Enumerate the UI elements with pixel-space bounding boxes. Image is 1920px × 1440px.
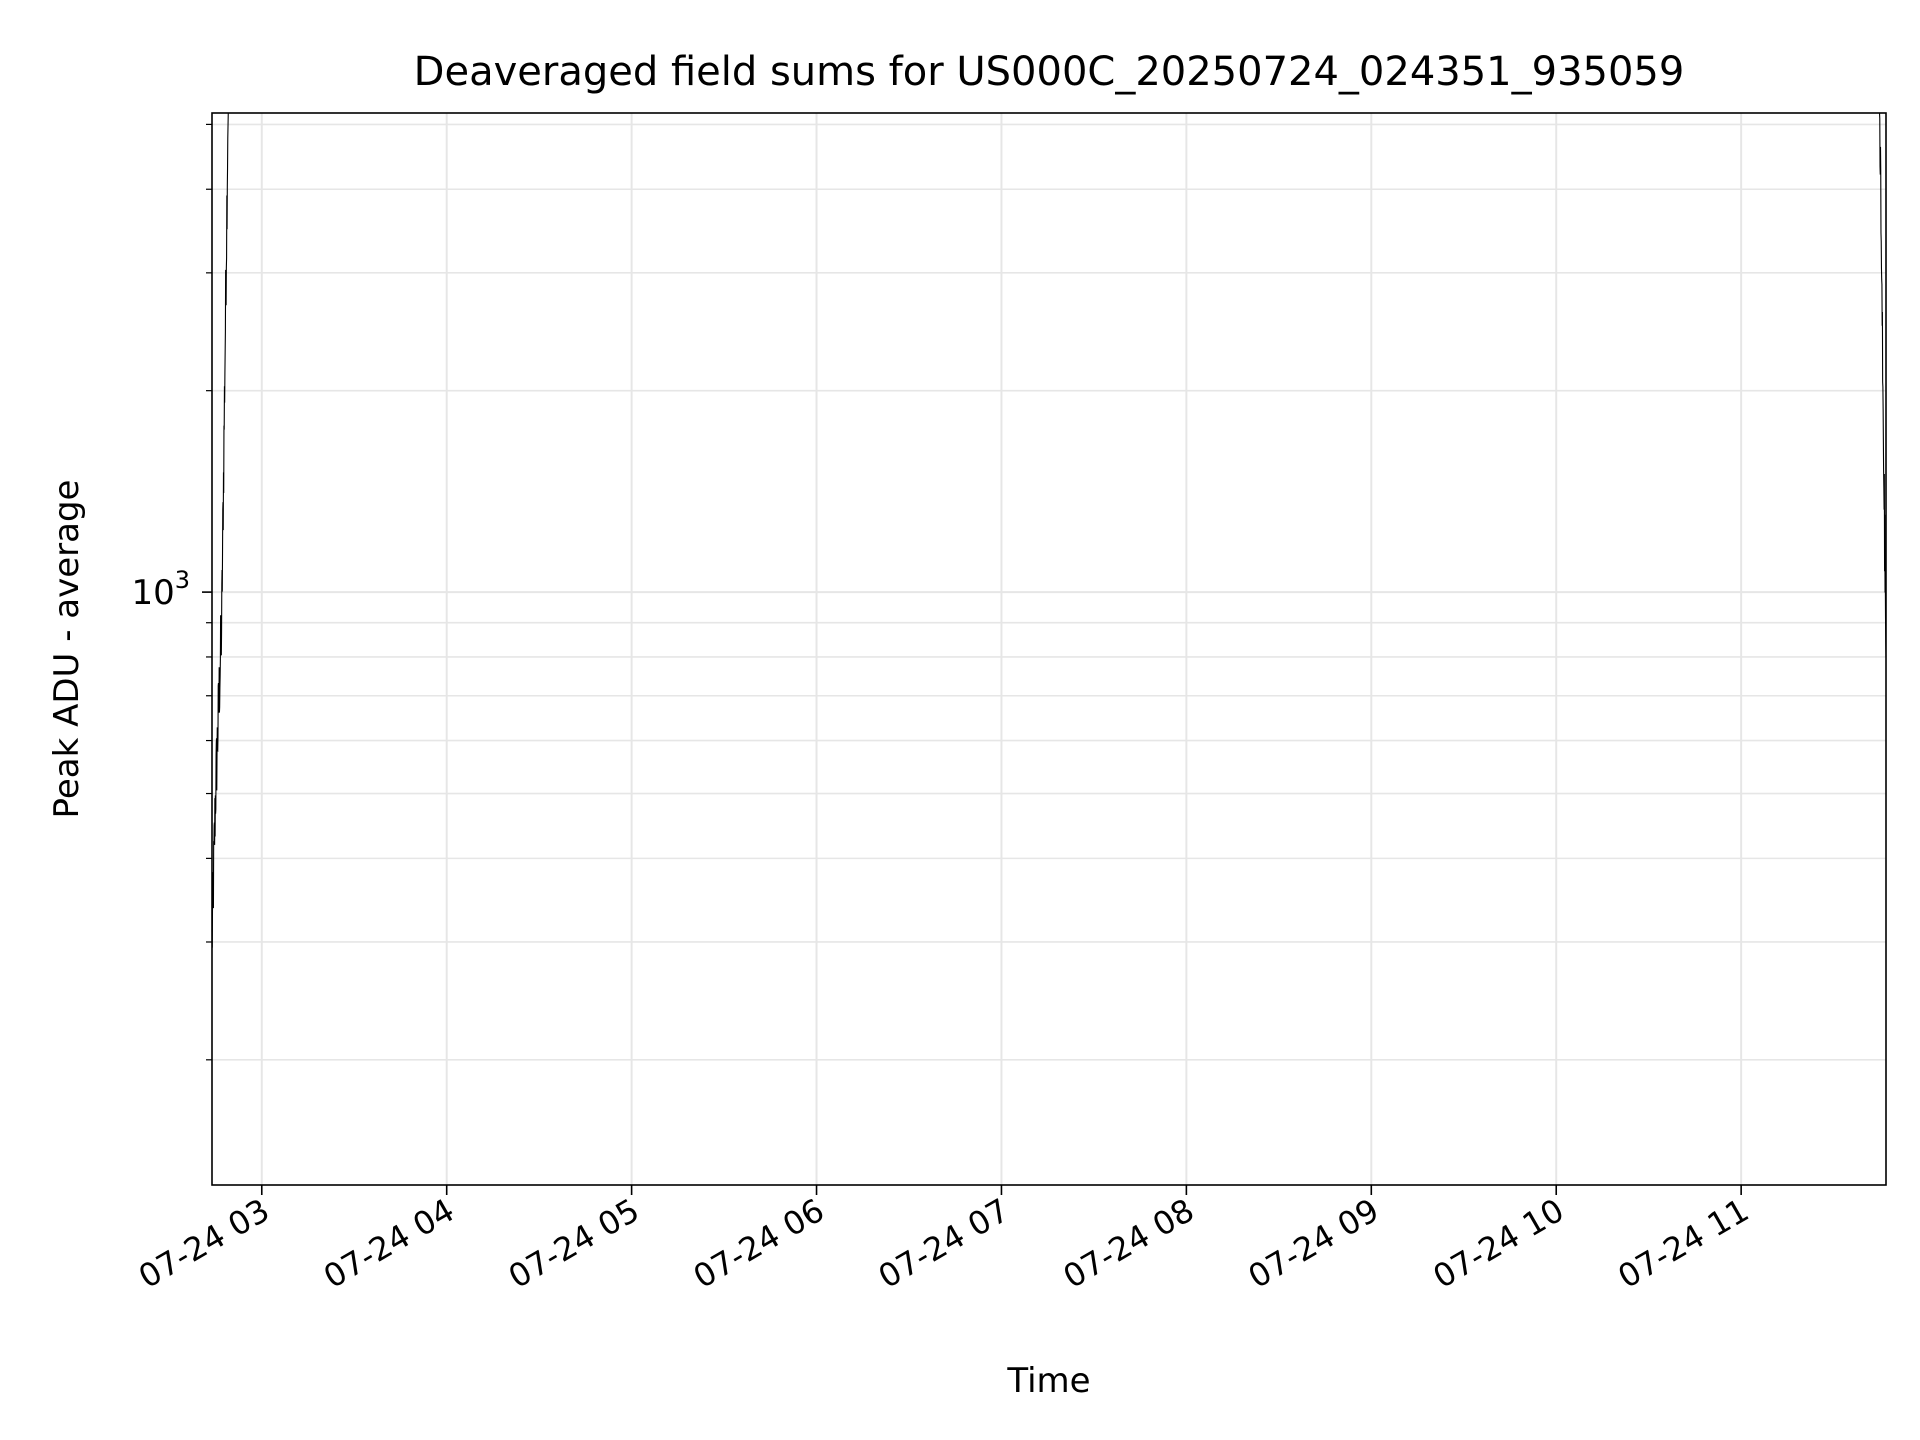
axes-frame: [211, 112, 1887, 1186]
x-axis-label: Time: [1006, 1361, 1090, 1401]
y-tick-exponent: 3: [175, 566, 190, 594]
y-axis-label: Peak ADU - average: [47, 480, 87, 819]
chart-title: Deaveraged field sums for US000C_2025072…: [414, 49, 1685, 95]
grid: [212, 113, 1886, 1185]
y-tick-label: 103: [131, 566, 190, 613]
y-tick-base: 10: [131, 573, 174, 613]
